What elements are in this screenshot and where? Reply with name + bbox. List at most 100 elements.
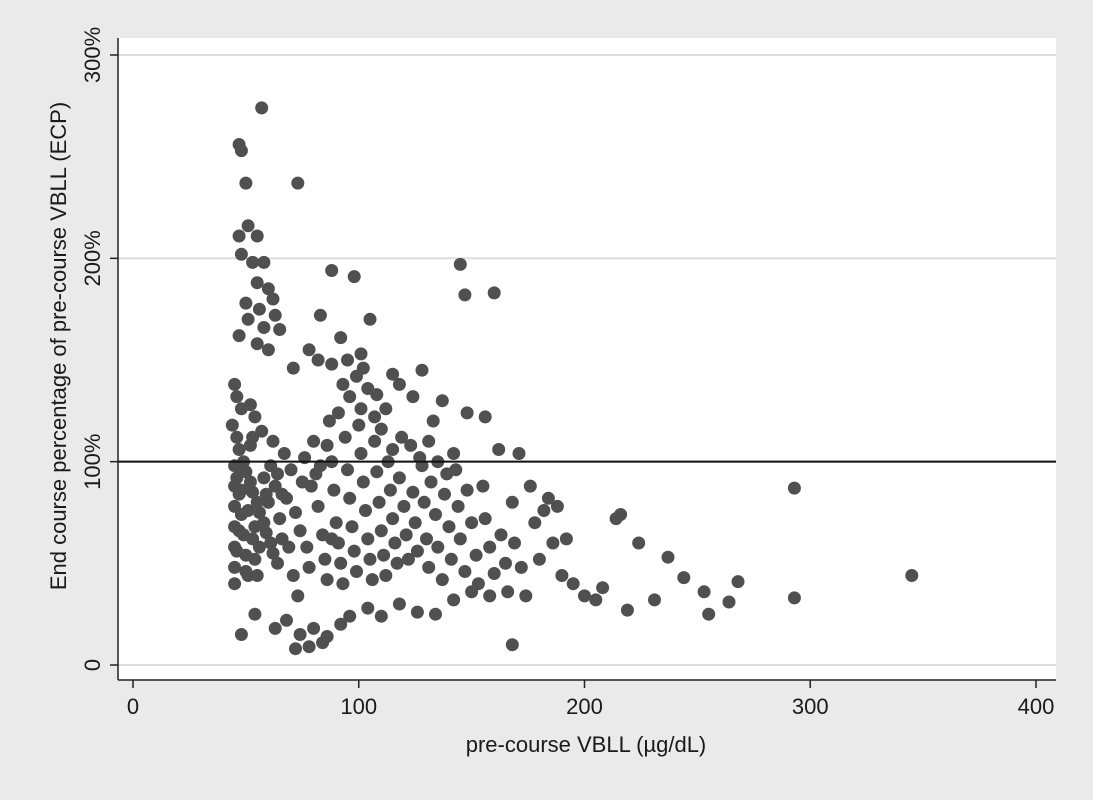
data-point-208 bbox=[234, 628, 248, 641]
y-tick-label-0: 0 bbox=[80, 659, 105, 671]
x-tick-label-300: 300 bbox=[792, 694, 829, 719]
data-point-173 bbox=[519, 589, 533, 603]
data-point-2 bbox=[234, 144, 248, 158]
data-point-163 bbox=[483, 540, 497, 554]
data-point-27 bbox=[232, 329, 246, 343]
data-point-135 bbox=[392, 471, 406, 485]
data-point-233 bbox=[271, 467, 284, 481]
data-point-126 bbox=[372, 495, 386, 509]
data-point-171 bbox=[512, 447, 526, 460]
data-point-259 bbox=[447, 447, 461, 460]
data-point-137 bbox=[399, 528, 413, 542]
y-axis-label: End course percentage of pre-course VBLL… bbox=[46, 102, 71, 590]
data-point-248 bbox=[361, 382, 375, 395]
data-point-8 bbox=[234, 247, 248, 261]
data-point-203 bbox=[302, 640, 316, 654]
data-point-136 bbox=[397, 499, 411, 513]
data-point-118 bbox=[354, 447, 368, 460]
data-point-205 bbox=[307, 621, 321, 635]
data-point-123 bbox=[365, 573, 379, 587]
data-point-228 bbox=[246, 430, 260, 444]
data-point-150 bbox=[438, 487, 451, 501]
data-point-116 bbox=[350, 565, 363, 578]
data-point-152 bbox=[444, 552, 458, 566]
data-point-220 bbox=[465, 585, 479, 599]
y-tick-label-200: 200% bbox=[80, 230, 105, 286]
data-point-38 bbox=[415, 363, 429, 377]
data-point-20 bbox=[252, 302, 266, 316]
data-point-104 bbox=[322, 414, 336, 428]
data-point-26 bbox=[363, 312, 377, 326]
data-point-195 bbox=[702, 607, 716, 621]
data-point-19 bbox=[239, 296, 253, 310]
data-point-212 bbox=[293, 628, 307, 641]
data-point-45 bbox=[230, 390, 244, 404]
data-point-10 bbox=[257, 255, 271, 269]
data-point-86 bbox=[266, 434, 280, 448]
data-point-236 bbox=[286, 569, 300, 582]
data-point-72 bbox=[228, 577, 242, 591]
data-point-209 bbox=[248, 607, 262, 621]
data-point-5 bbox=[241, 219, 255, 233]
data-point-218 bbox=[429, 607, 442, 621]
data-point-244 bbox=[336, 377, 350, 391]
data-point-241 bbox=[320, 438, 334, 452]
data-point-169 bbox=[505, 495, 519, 509]
data-point-183 bbox=[566, 577, 580, 591]
data-point-23 bbox=[257, 321, 271, 334]
y-tick-label-300: 300% bbox=[80, 27, 105, 83]
data-point-223 bbox=[232, 524, 246, 538]
data-point-227 bbox=[241, 504, 255, 517]
data-point-134 bbox=[390, 556, 404, 570]
data-point-35 bbox=[341, 353, 354, 367]
data-point-110 bbox=[336, 577, 350, 591]
data-point-194 bbox=[697, 585, 711, 599]
data-point-30 bbox=[334, 331, 348, 345]
data-point-182 bbox=[559, 532, 573, 546]
data-point-155 bbox=[453, 532, 467, 546]
x-axis-ticks: 0 100 200 300 400 bbox=[127, 680, 1054, 719]
data-point-231 bbox=[259, 487, 273, 501]
data-point-224 bbox=[234, 483, 248, 497]
data-point-81 bbox=[248, 552, 262, 566]
data-point-174 bbox=[523, 479, 537, 493]
data-point-141 bbox=[410, 544, 424, 558]
data-point-217 bbox=[410, 605, 424, 619]
data-point-132 bbox=[386, 512, 400, 526]
data-point-63 bbox=[264, 536, 278, 550]
data-point-234 bbox=[275, 487, 289, 501]
data-point-0 bbox=[255, 101, 269, 115]
data-point-107 bbox=[329, 516, 343, 530]
x-tick-label-0: 0 bbox=[127, 694, 139, 719]
data-point-147 bbox=[429, 508, 442, 521]
data-point-165 bbox=[492, 443, 506, 456]
data-point-53 bbox=[230, 430, 244, 444]
data-point-151 bbox=[442, 520, 456, 534]
data-point-82 bbox=[250, 569, 264, 582]
data-point-117 bbox=[352, 418, 366, 432]
data-point-52 bbox=[225, 418, 239, 432]
data-point-103 bbox=[320, 573, 334, 587]
data-point-216 bbox=[392, 597, 406, 611]
data-point-22 bbox=[241, 312, 255, 326]
data-point-215 bbox=[374, 609, 388, 623]
data-point-115 bbox=[347, 544, 361, 558]
data-point-37 bbox=[386, 367, 400, 381]
data-point-122 bbox=[363, 552, 377, 566]
data-point-180 bbox=[550, 499, 564, 513]
data-point-235 bbox=[282, 540, 296, 554]
data-point-188 bbox=[614, 508, 628, 521]
data-point-144 bbox=[420, 532, 433, 546]
data-point-175 bbox=[528, 516, 542, 530]
data-point-51 bbox=[478, 410, 492, 424]
data-point-145 bbox=[422, 560, 436, 574]
data-point-189 bbox=[620, 603, 634, 617]
data-point-114 bbox=[345, 520, 359, 534]
data-point-191 bbox=[648, 593, 661, 607]
data-point-190 bbox=[632, 536, 646, 550]
data-point-111 bbox=[338, 430, 352, 444]
data-point-249 bbox=[368, 410, 382, 424]
data-point-199 bbox=[787, 591, 801, 605]
data-point-207 bbox=[334, 617, 348, 631]
